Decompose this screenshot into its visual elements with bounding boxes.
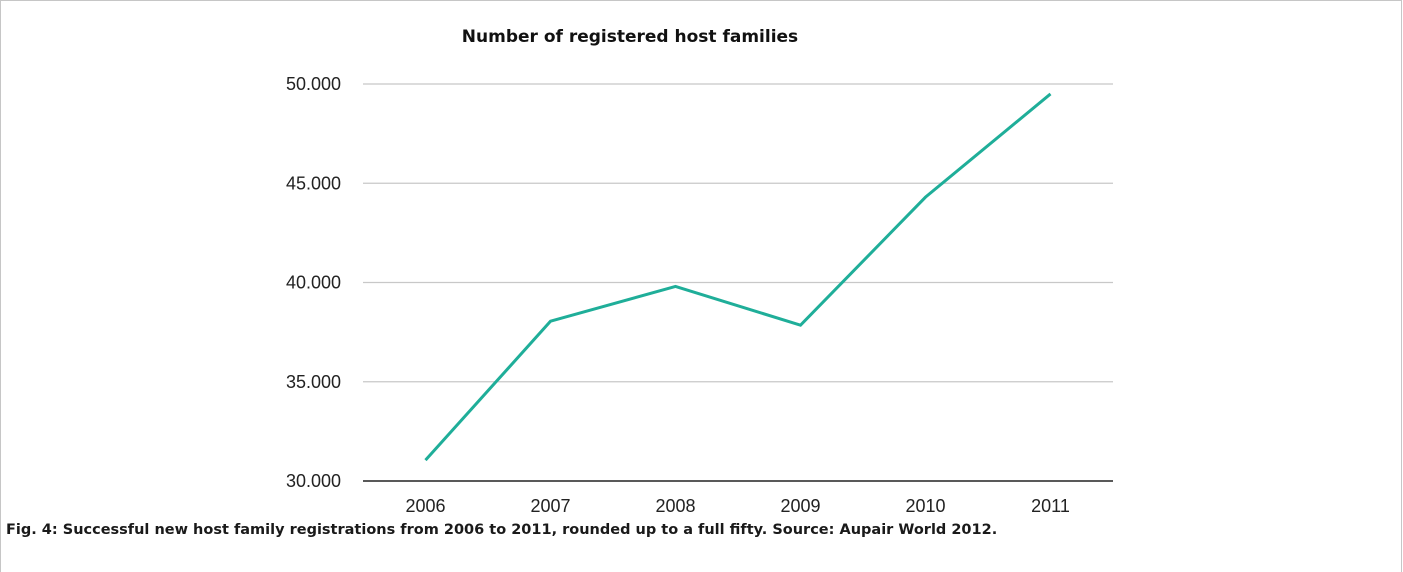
line-chart: Number of registered host families 30.00… bbox=[286, 27, 1113, 516]
x-tick-label: 2008 bbox=[655, 496, 695, 516]
x-tick-label: 2011 bbox=[1031, 496, 1070, 516]
x-tick-label: 2010 bbox=[905, 496, 945, 516]
gridlines bbox=[363, 83, 1113, 383]
y-axis-tick-labels: 30.000 35.000 40.000 45.000 50.000 bbox=[286, 74, 341, 491]
y-tick-label: 45.000 bbox=[286, 173, 341, 193]
x-tick-label: 2007 bbox=[530, 496, 570, 516]
y-tick-label: 40.000 bbox=[286, 273, 341, 293]
y-tick-label: 30.000 bbox=[286, 471, 341, 491]
x-axis-tick-labels: 2006 2007 2008 2009 2010 2011 bbox=[405, 496, 1069, 516]
y-tick-label: 50.000 bbox=[286, 74, 341, 94]
series-line bbox=[424, 92, 1052, 462]
figure-caption: Fig. 4: Successful new host family regis… bbox=[6, 522, 998, 538]
x-tick-label: 2006 bbox=[405, 496, 445, 516]
x-tick-label: 2009 bbox=[780, 496, 820, 516]
chart-title: Number of registered host families bbox=[462, 27, 798, 47]
y-tick-label: 35.000 bbox=[286, 372, 341, 392]
data-points bbox=[425, 93, 1051, 461]
